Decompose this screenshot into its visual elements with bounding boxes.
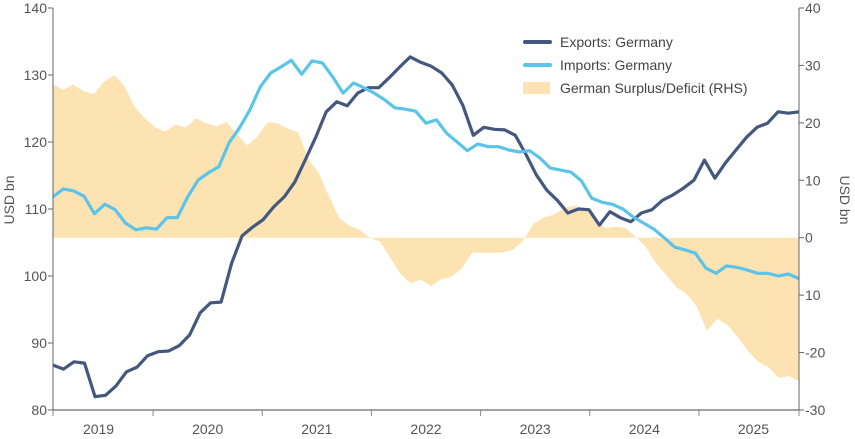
imports-line <box>52 58 800 281</box>
x-tick-label: 2019 <box>83 421 114 437</box>
legend-swatch-surplus <box>523 82 550 94</box>
legend-label-exports: Exports: Germany <box>560 34 673 50</box>
right-tick-label: -30 <box>805 402 825 418</box>
right-axis-title: USD bn <box>837 175 853 224</box>
right-tick-label: 40 <box>805 0 821 16</box>
left-tick-label: 110 <box>25 201 48 217</box>
right-tick-label: 10 <box>805 287 821 303</box>
exports-line <box>52 55 800 399</box>
left-tick-label: 130 <box>24 67 48 83</box>
right-tick-label: 20 <box>805 115 821 131</box>
x-tick-label: 2023 <box>520 421 551 437</box>
lines-layer <box>52 55 800 399</box>
legend-item-surplus: German Surplus/Deficit (RHS) <box>523 80 748 96</box>
legend-item-imports: Imports: Germany <box>523 57 672 73</box>
left-tick-label: 140 <box>24 0 48 16</box>
legend-item-exports: Exports: Germany <box>523 34 673 50</box>
left-tick-label: 100 <box>24 268 48 284</box>
x-tick-label: 2020 <box>192 421 223 437</box>
legend: Exports: Germany Imports: Germany German… <box>523 34 748 96</box>
right-tick-label: 0 <box>805 230 813 246</box>
right-tick-label: 30 <box>805 57 821 73</box>
left-tick-label: 80 <box>31 402 47 418</box>
right-tick-label: 10 <box>805 172 821 188</box>
left-axis-title: USD bn <box>1 175 17 224</box>
x-tick-label: 2022 <box>410 421 441 437</box>
x-tick-label: 2021 <box>301 421 332 437</box>
left-tick-label: 120 <box>24 134 48 150</box>
x-tick-label: 2025 <box>738 421 769 437</box>
surplus-area-layer <box>53 75 799 382</box>
surplus-deficit-area <box>53 75 799 382</box>
ticks-layer: 8090100110120130140-30-20100102030402019… <box>24 0 826 437</box>
x-tick-label: 2024 <box>629 421 660 437</box>
legend-label-surplus: German Surplus/Deficit (RHS) <box>560 80 748 96</box>
left-tick-label: 90 <box>31 335 47 351</box>
right-tick-label: -20 <box>805 345 825 361</box>
legend-label-imports: Imports: Germany <box>560 57 672 73</box>
